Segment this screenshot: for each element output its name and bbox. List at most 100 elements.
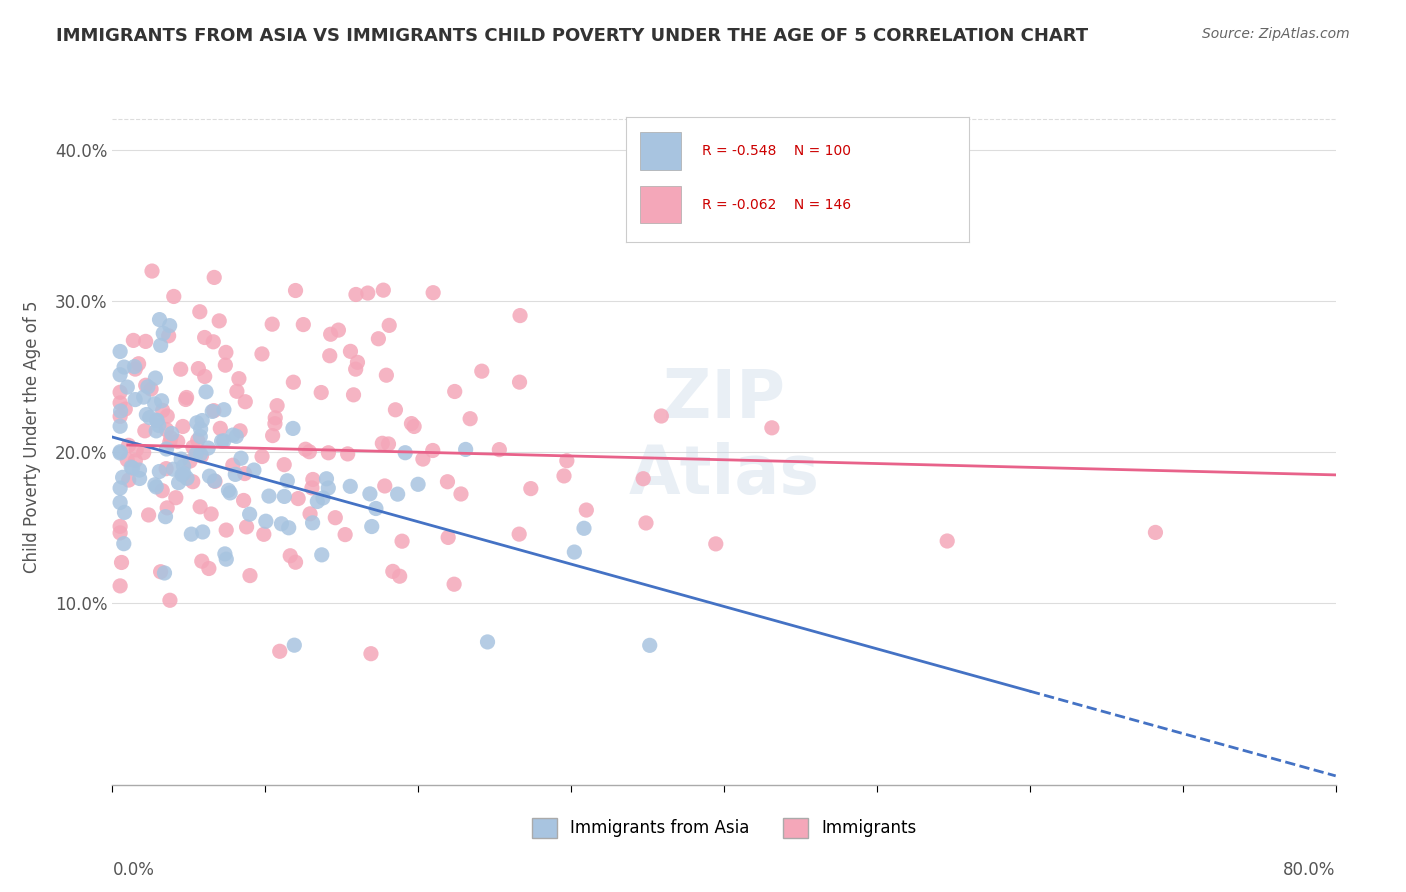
Immigrants [936, 534, 959, 549]
Immigrants [553, 469, 575, 483]
Immigrants [239, 568, 262, 582]
Immigrants from Asia [173, 459, 195, 474]
Immigrants [202, 270, 225, 285]
Immigrants [292, 318, 315, 332]
Immigrants from Asia [281, 421, 304, 435]
Text: 80.0%: 80.0% [1284, 861, 1336, 879]
Immigrants [150, 483, 173, 498]
Immigrants [634, 516, 657, 530]
Immigrants from Asia [184, 447, 207, 461]
Immigrants [374, 479, 396, 493]
Immigrants from Asia [307, 494, 329, 508]
Immigrants from Asia [148, 465, 170, 479]
Immigrants from Asia [160, 426, 183, 441]
Immigrants [319, 349, 342, 363]
Immigrants [299, 507, 322, 521]
Immigrants [342, 388, 364, 402]
Immigrants [135, 378, 157, 392]
Immigrants [114, 402, 136, 417]
Immigrants from Asia [454, 442, 477, 457]
Immigrants [135, 334, 157, 349]
Immigrants [262, 428, 284, 442]
Immigrants from Asia [162, 462, 184, 476]
Immigrants from Asia [360, 519, 382, 533]
Immigrants [250, 347, 273, 361]
Immigrants [1144, 525, 1167, 540]
Immigrants [165, 491, 187, 505]
Immigrants from Asia [197, 441, 219, 455]
Immigrants [650, 409, 672, 423]
Immigrants [323, 510, 346, 524]
Immigrants from Asia [112, 537, 135, 551]
Immigrants [233, 394, 256, 409]
Immigrants [508, 527, 530, 541]
Immigrants [704, 537, 727, 551]
Immigrants [200, 507, 222, 521]
Immigrants from Asia [191, 413, 214, 427]
Immigrants from Asia [477, 635, 499, 649]
Immigrants from Asia [148, 418, 170, 433]
Immigrants from Asia [110, 404, 132, 418]
Immigrants [318, 446, 340, 460]
Immigrants [436, 475, 458, 489]
Immigrants [138, 508, 160, 522]
Immigrants [159, 593, 181, 607]
Immigrants [108, 385, 131, 400]
Immigrants from Asia [276, 474, 298, 488]
Immigrants [520, 482, 543, 496]
Immigrants from Asia [145, 480, 167, 494]
Immigrants [555, 454, 578, 468]
Immigrants [373, 283, 395, 297]
Immigrants from Asia [112, 360, 135, 375]
Immigrants [215, 345, 238, 359]
Immigrants from Asia [145, 424, 167, 438]
Immigrants from Asia [198, 469, 221, 483]
Immigrants from Asia [145, 413, 167, 427]
Immigrants [367, 332, 389, 346]
Immigrants [761, 421, 783, 435]
Immigrants [384, 402, 406, 417]
Immigrants [302, 473, 325, 487]
Immigrants [188, 500, 211, 514]
Immigrants from Asia [108, 344, 131, 359]
Immigrants [110, 556, 132, 570]
Immigrants from Asia [239, 507, 262, 521]
Immigrants [284, 555, 307, 569]
Immigrants [155, 461, 177, 475]
Immigrants from Asia [283, 638, 305, 652]
Immigrants from Asia [124, 359, 146, 374]
Immigrants [155, 423, 177, 437]
Immigrants [181, 440, 204, 454]
Immigrants [509, 309, 531, 323]
Immigrants [269, 644, 291, 658]
Immigrants [125, 442, 148, 457]
Immigrants [575, 503, 598, 517]
Immigrants from Asia [150, 393, 173, 408]
Immigrants [360, 647, 382, 661]
Immigrants [156, 409, 179, 423]
Immigrants [333, 527, 356, 541]
Immigrants from Asia [224, 467, 246, 482]
Immigrants from Asia [394, 446, 416, 460]
Immigrants from Asia [215, 552, 238, 566]
Immigrants from Asia [254, 514, 277, 528]
Immigrants from Asia [364, 501, 387, 516]
Immigrants [159, 431, 181, 445]
Immigrants [215, 523, 238, 537]
Immigrants from Asia [339, 479, 361, 493]
Immigrants from Asia [222, 428, 245, 442]
Immigrants from Asia [201, 404, 224, 418]
Immigrants from Asia [128, 471, 150, 485]
Immigrants from Asia [277, 521, 299, 535]
Immigrants [262, 317, 284, 331]
Immigrants from Asia [114, 505, 136, 519]
Immigrants from Asia [170, 452, 193, 467]
Immigrants from Asia [153, 566, 176, 580]
Immigrants from Asia [359, 487, 381, 501]
Immigrants [134, 424, 156, 438]
Immigrants [124, 453, 146, 467]
Immigrants [344, 287, 367, 301]
Immigrants from Asia [149, 338, 172, 352]
Immigrants from Asia [132, 390, 155, 404]
Immigrants from Asia [146, 413, 169, 427]
